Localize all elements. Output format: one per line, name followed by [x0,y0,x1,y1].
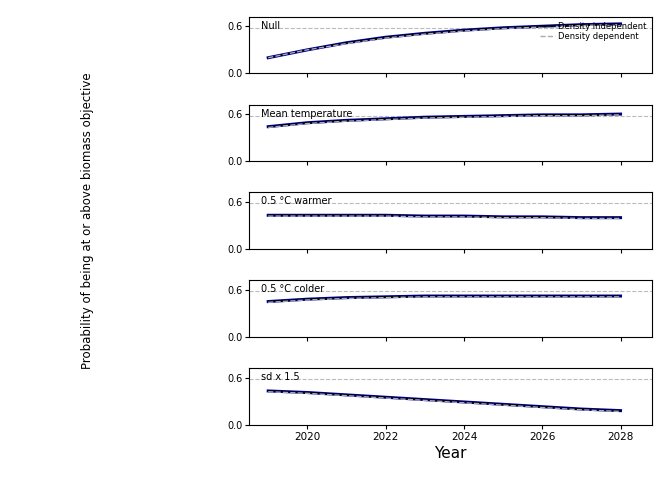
Text: Year: Year [434,446,466,461]
Legend: Density independent, Density dependent: Density independent, Density dependent [540,21,648,42]
Text: 0.5 °C colder: 0.5 °C colder [261,284,324,294]
Text: 0.5 °C warmer: 0.5 °C warmer [261,196,331,206]
Text: Null: Null [261,21,280,31]
Text: Probability of being at or above biomass objective: Probability of being at or above biomass… [81,72,94,369]
Text: sd x 1.5: sd x 1.5 [261,372,299,382]
Text: Mean temperature: Mean temperature [261,108,352,119]
